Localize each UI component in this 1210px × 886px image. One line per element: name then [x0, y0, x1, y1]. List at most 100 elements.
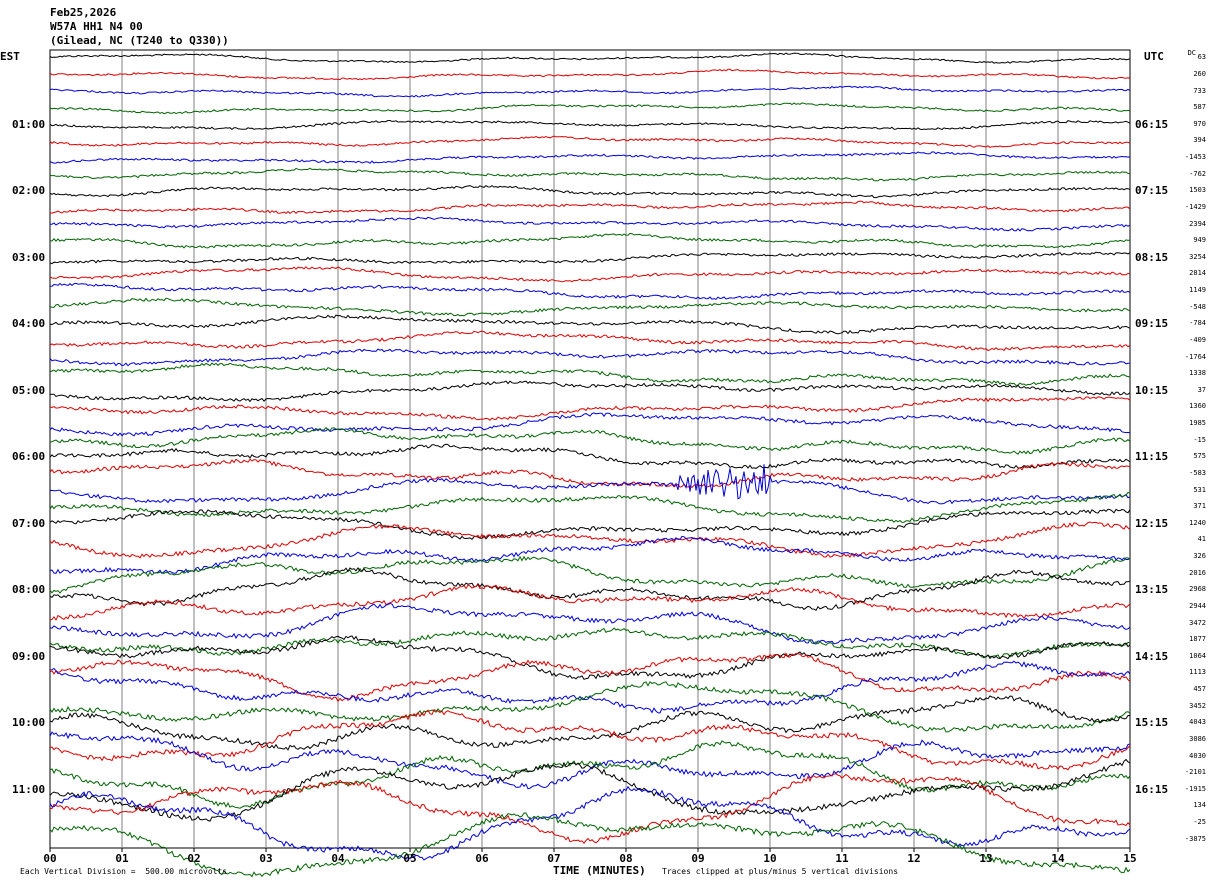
trace-row-20 [49, 362, 1131, 386]
left-time-label: 04:00 [12, 317, 46, 331]
left-time-label: 10:00 [12, 716, 46, 730]
x-tick-label: 02 [187, 852, 201, 865]
left-time-label: 09:00 [12, 649, 46, 663]
trace-row-18 [49, 330, 1131, 352]
x-tick-label: 12 [907, 852, 921, 865]
dc-offset-value: 3086 [1189, 734, 1206, 743]
trace-row-33 [49, 566, 1131, 611]
trace-row-9 [49, 184, 1131, 199]
dc-offset-value: 63 [1197, 53, 1206, 62]
dc-offset-value: 2814 [1189, 269, 1206, 278]
dc-offset-value: 1503 [1189, 186, 1206, 195]
trace-row-24 [49, 426, 1131, 455]
dc-offset-value: 2944 [1189, 601, 1206, 610]
trace-row-39 [49, 660, 1131, 714]
dc-offset-value: 587 [1193, 103, 1206, 112]
trace-row-2 [49, 68, 1131, 81]
footer-clip-note: Traces clipped at plus/minus 5 vertical … [662, 867, 899, 876]
dc-offset-value: 575 [1193, 452, 1206, 461]
trace-row-31 [49, 535, 1131, 575]
left-time-label: 02:00 [12, 184, 46, 198]
trace-row-26 [49, 458, 1131, 489]
x-tick-label: 15 [1123, 852, 1137, 865]
right-time-label: 06:15 [1135, 117, 1169, 131]
dc-offset-value: 1240 [1189, 518, 1206, 527]
dc-offset-value: -3875 [1184, 834, 1206, 843]
dc-offset-value: 970 [1193, 119, 1206, 128]
dc-offset-value: 733 [1193, 86, 1206, 95]
trace-row-27 [49, 464, 1131, 505]
trace-row-41 [49, 695, 1131, 751]
seismic-traces [49, 52, 1131, 878]
dc-offset-value: 3254 [1189, 252, 1206, 261]
trace-row-22 [49, 396, 1131, 421]
trace-row-12 [49, 232, 1131, 249]
plot-grid [49, 49, 1131, 852]
x-tick-label: 06 [475, 852, 489, 865]
trace-row-48 [49, 812, 1131, 878]
left-time-label: 07:00 [12, 516, 46, 530]
right-time-label: 09:15 [1135, 317, 1169, 331]
trace-row-5 [49, 120, 1131, 131]
x-tick-label: 14 [1051, 852, 1065, 865]
trace-row-43 [49, 731, 1131, 790]
x-tick-label: 13 [979, 852, 993, 865]
dc-offset-value: -409 [1189, 335, 1206, 344]
dc-offset-value: 1985 [1189, 419, 1206, 428]
trace-row-23 [49, 412, 1131, 437]
trace-row-46 [49, 773, 1131, 844]
dc-offset-value: 1064 [1189, 651, 1206, 660]
header-station: W57A HH1 N4 00 [50, 20, 143, 33]
dc-offset-value: 1338 [1189, 369, 1206, 378]
dc-offset-value: 371 [1193, 502, 1206, 511]
dc-offset-value: 41 [1197, 535, 1206, 544]
dc-offset-value: -1429 [1184, 202, 1206, 211]
right-time-label: 13:15 [1135, 583, 1169, 597]
x-tick-label: 07 [547, 852, 561, 865]
trace-row-16 [49, 297, 1131, 317]
dc-offset-value: 1877 [1189, 635, 1206, 644]
dc-offset-value: 134 [1193, 801, 1206, 810]
right-time-label: 10:15 [1135, 383, 1169, 397]
right-time-label: 16:15 [1135, 782, 1169, 796]
dc-offset-value: -1915 [1184, 784, 1206, 793]
trace-row-34 [49, 584, 1131, 621]
dc-offset-value: 394 [1193, 136, 1206, 145]
trace-row-19 [49, 348, 1130, 367]
dc-offset-value: 531 [1193, 485, 1206, 494]
trace-row-25 [49, 443, 1131, 469]
dc-offset-value: 260 [1193, 69, 1206, 78]
dc-offset-value: 457 [1193, 685, 1206, 694]
trace-row-6 [49, 135, 1131, 148]
right-time-label: 08:15 [1135, 250, 1169, 264]
x-tick-label: 11 [835, 852, 849, 865]
right-time-label: 14:15 [1135, 649, 1169, 663]
left-time-label: 11:00 [12, 782, 46, 796]
dc-offset-value: -548 [1189, 302, 1206, 311]
dc-offset-value: 1149 [1189, 286, 1206, 295]
trace-row-10 [49, 200, 1131, 215]
dc-offset-value: 1360 [1189, 402, 1206, 411]
left-time-label: 08:00 [12, 583, 46, 597]
dc-offset-value: 2016 [1189, 568, 1206, 577]
dc-offset-value: -25 [1193, 818, 1206, 827]
x-tick-label: 09 [691, 852, 705, 865]
dc-offset-value: -2101 [1184, 768, 1206, 777]
trace-row-13 [49, 251, 1131, 265]
trace-row-11 [49, 216, 1131, 232]
dc-offset-value: 949 [1193, 236, 1206, 245]
trace-row-44 [49, 740, 1131, 809]
trace-row-1 [49, 52, 1131, 64]
dc-offset-value: 1113 [1189, 668, 1206, 677]
right-time-label: 12:15 [1135, 516, 1169, 530]
trace-row-29 [49, 508, 1131, 540]
x-tick-label: 10 [763, 852, 777, 865]
dc-offset-value: 3452 [1189, 701, 1206, 710]
right-time-label: 07:15 [1135, 184, 1169, 198]
trace-row-37 [49, 635, 1131, 680]
footer-scale-note: Each Vertical Division = 500.00 microvol… [20, 867, 228, 876]
dc-header-label: DC [1187, 49, 1196, 57]
trace-row-8 [49, 167, 1131, 182]
trace-row-4 [49, 102, 1131, 115]
